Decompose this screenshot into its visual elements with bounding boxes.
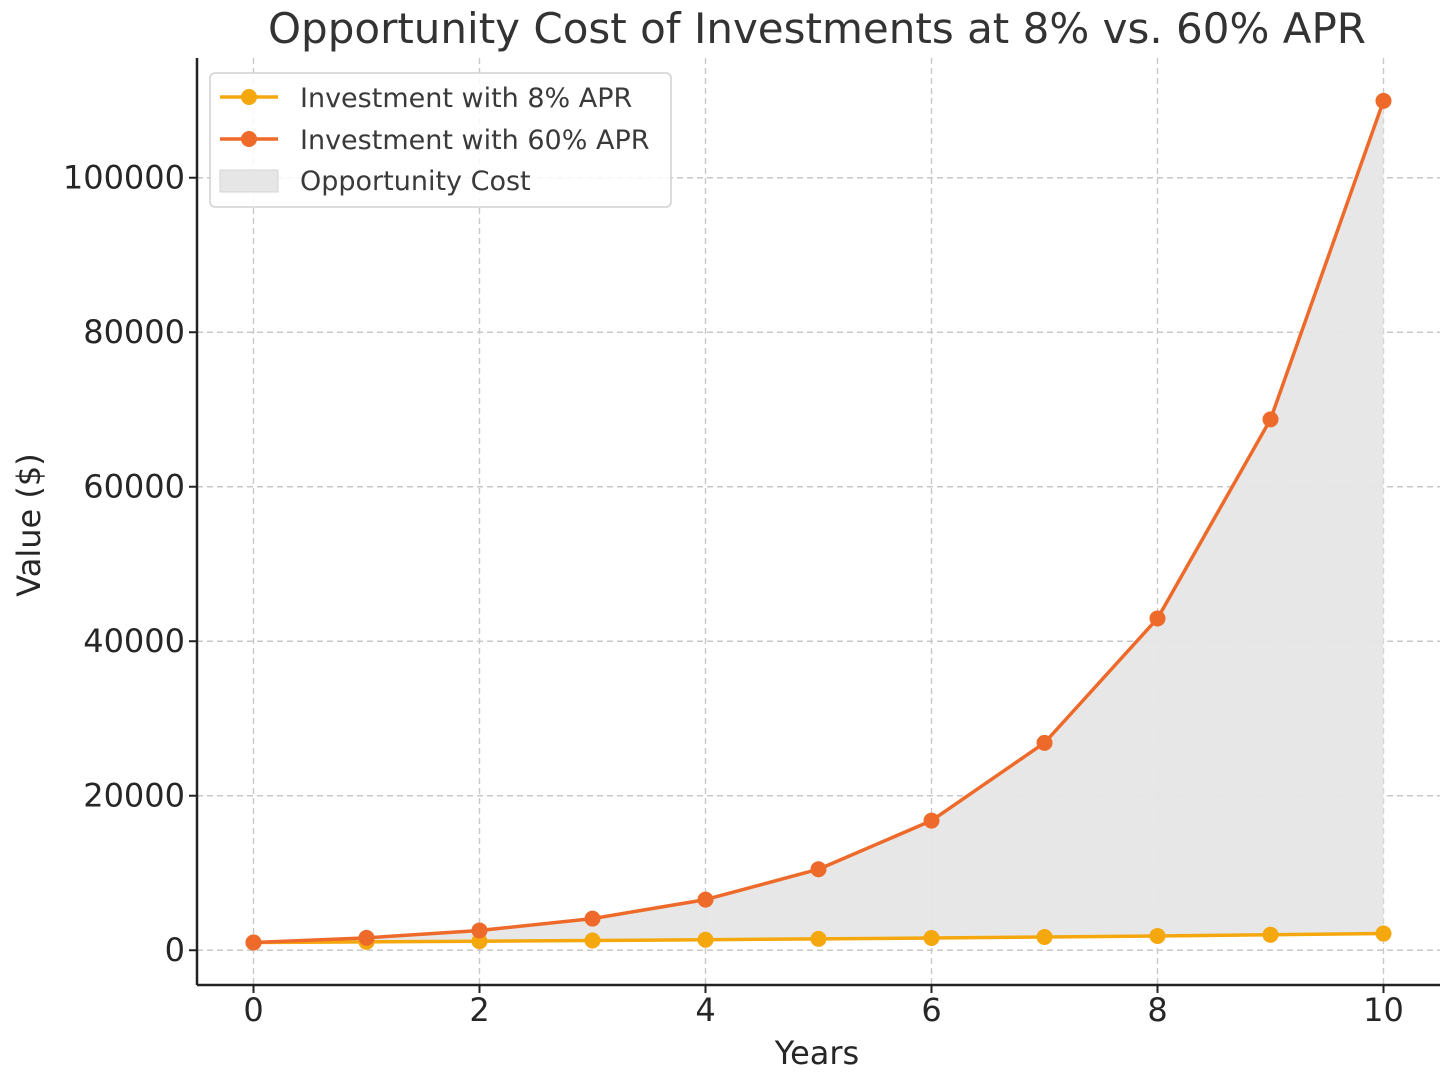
data-point bbox=[923, 812, 940, 829]
data-point bbox=[1036, 734, 1053, 751]
y-tick-label: 60000 bbox=[83, 468, 185, 506]
y-tick-label: 80000 bbox=[83, 313, 185, 351]
data-point bbox=[1149, 927, 1166, 944]
x-tick-label: 2 bbox=[469, 991, 489, 1029]
legend-item-opportunity-cost: Opportunity Cost bbox=[219, 166, 531, 197]
y-tick-label: 20000 bbox=[83, 777, 185, 815]
data-point bbox=[584, 932, 601, 949]
data-point bbox=[923, 929, 940, 946]
opportunity-cost-area bbox=[253, 100, 1384, 943]
x-tick-label: 6 bbox=[921, 991, 941, 1029]
y-tick-label: 0 bbox=[165, 931, 185, 969]
legend-swatch-opportunity-cost bbox=[219, 169, 279, 193]
data-point bbox=[1375, 92, 1392, 109]
data-point bbox=[1262, 926, 1279, 943]
legend-label-60pct: Investment with 60% APR bbox=[300, 125, 649, 156]
opportunity-cost-area-layer bbox=[253, 100, 1384, 943]
x-tick-label: 10 bbox=[1363, 991, 1404, 1029]
legend-swatch-60pct-marker bbox=[241, 131, 257, 147]
ticks: 0 2 4 6 8 10 0 20000 40000 60000 80000 100000 bbox=[63, 159, 1404, 1029]
data-point bbox=[584, 910, 601, 927]
legend-swatch-8pct-marker bbox=[241, 89, 257, 105]
legend-label-8pct: Investment with 8% APR bbox=[300, 83, 632, 114]
x-tick-label: 0 bbox=[243, 991, 263, 1029]
x-axis-label: Years bbox=[774, 1034, 859, 1072]
data-point bbox=[245, 934, 262, 951]
x-tick-label: 8 bbox=[1147, 991, 1167, 1029]
data-point bbox=[1036, 928, 1053, 945]
data-point bbox=[1375, 925, 1392, 942]
data-point bbox=[1149, 610, 1166, 627]
data-point bbox=[810, 861, 827, 878]
legend-label-opportunity-cost: Opportunity Cost bbox=[300, 166, 531, 197]
data-point bbox=[358, 929, 375, 946]
chart-title: Opportunity Cost of Investments at 8% vs… bbox=[268, 4, 1366, 53]
data-point bbox=[697, 931, 714, 948]
x-tick-label: 4 bbox=[695, 991, 715, 1029]
axes bbox=[195, 58, 1440, 987]
legend-frame bbox=[209, 72, 672, 208]
data-point bbox=[1262, 411, 1279, 428]
legend: Investment with 8% APR Investment with 6… bbox=[209, 72, 672, 208]
data-point bbox=[810, 930, 827, 947]
y-axis-label: Value ($) bbox=[10, 453, 48, 596]
y-tick-label: 100000 bbox=[63, 159, 185, 197]
legend-item-60pct: Investment with 60% APR bbox=[220, 125, 649, 156]
series-60pct bbox=[245, 92, 1392, 951]
y-tick-label: 40000 bbox=[83, 622, 185, 660]
series-layer bbox=[245, 92, 1392, 951]
data-point bbox=[471, 922, 488, 939]
legend-item-8pct: Investment with 8% APR bbox=[220, 83, 632, 114]
data-point bbox=[697, 891, 714, 908]
